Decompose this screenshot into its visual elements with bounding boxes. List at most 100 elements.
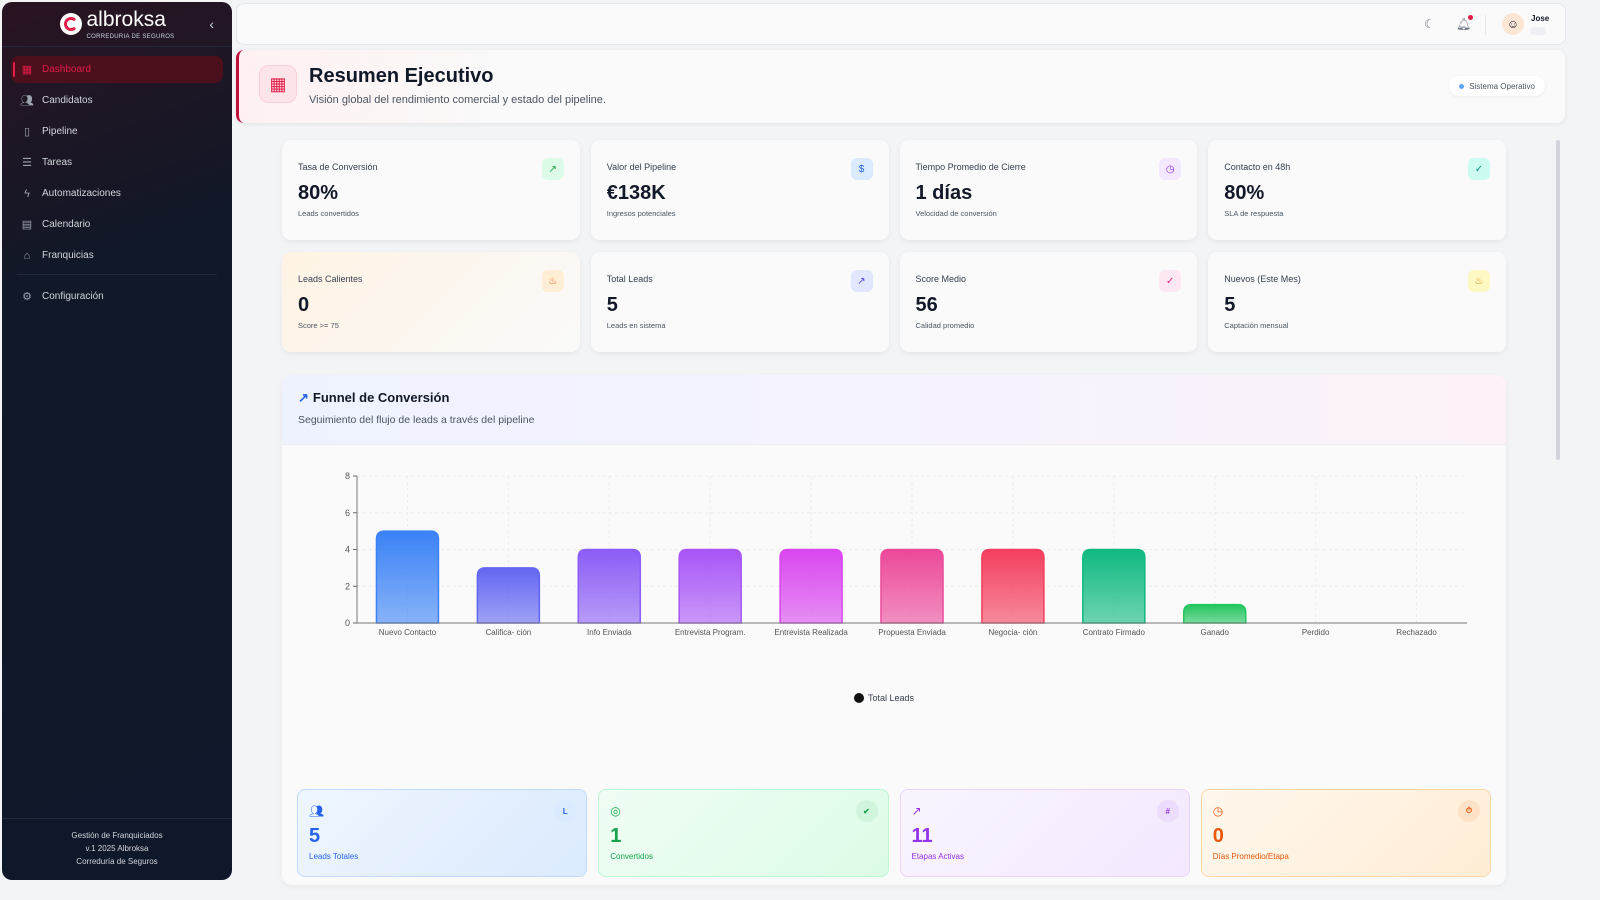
y-tick-label: 6 bbox=[345, 508, 350, 518]
sidebar-item-calendario[interactable]: ▤ Calendario bbox=[11, 211, 223, 238]
sidebar-item-franquicias[interactable]: ⌂ Franquicias bbox=[11, 242, 223, 269]
kpi-label: Tiempo Promedio de Cierre bbox=[915, 162, 1026, 172]
footer-line: Gestión de Franquiciados bbox=[71, 831, 163, 840]
kpi-value: 80% bbox=[1224, 182, 1265, 204]
y-tick-label: 8 bbox=[345, 471, 350, 481]
bar[interactable] bbox=[779, 548, 843, 624]
stat-label: Leads Totales bbox=[309, 852, 359, 861]
x-tick-label: Perdido bbox=[1302, 628, 1330, 637]
topbar: ☾ 🔔︎ ☺ Jose bbox=[236, 3, 1566, 45]
brand-name: albroksa bbox=[86, 7, 166, 31]
bar[interactable] bbox=[375, 530, 440, 624]
kpi-label: Tasa de Conversión bbox=[298, 162, 378, 172]
stat-badge: # bbox=[1156, 800, 1179, 822]
y-tick-label: 2 bbox=[345, 581, 350, 591]
calendar-icon: ▤ bbox=[21, 219, 33, 231]
x-tick-label: Ganado bbox=[1200, 628, 1229, 637]
status-dot-icon bbox=[1459, 83, 1465, 89]
sidebar-item-label: Automatizaciones bbox=[42, 188, 121, 199]
sidebar-footer: Gestión de Franquiciados v.1 2025 Albrok… bbox=[2, 818, 232, 880]
bar[interactable] bbox=[678, 548, 742, 624]
bar[interactable] bbox=[1082, 548, 1146, 624]
collapse-sidebar-icon[interactable]: ‹ bbox=[209, 16, 214, 32]
flame-icon: ♨ bbox=[1468, 270, 1490, 292]
sidebar: albroksa CORREDURIA DE SEGUROS ‹ ▦ Dashbo… bbox=[2, 2, 232, 880]
gear-icon: ⚙ bbox=[22, 291, 32, 303]
page-subtitle: Visión global del rendimiento comercial … bbox=[309, 94, 606, 106]
bar[interactable] bbox=[476, 567, 541, 624]
sidebar-item-label: Dashboard bbox=[42, 64, 91, 75]
brand-tagline: CORREDURIA DE SEGUROS bbox=[86, 33, 175, 40]
y-tick-label: 4 bbox=[345, 545, 350, 555]
sidebar-item-label: Franquicias bbox=[42, 250, 94, 261]
divider bbox=[1485, 15, 1486, 35]
kpi-label: Score Medio bbox=[915, 274, 967, 284]
page-header: ▦ Resumen Ejecutivo Visión global del re… bbox=[236, 50, 1565, 123]
bell-icon[interactable]: 🔔︎ bbox=[1456, 15, 1474, 31]
kpi-card: Total Leads 5 Leads en sistema ↗ bbox=[590, 252, 889, 352]
x-tick-label: Entrevista Program. bbox=[675, 628, 746, 637]
avatar[interactable]: ☺ bbox=[1502, 13, 1524, 35]
sidebar-item-label: Configuración bbox=[42, 291, 104, 302]
target-icon: ◎ bbox=[610, 804, 621, 818]
stats-grid: 👥︎ L 5 Leads Totales ◎ ✔ 1 Convertidos ↗ #11 Etapa… bbox=[297, 789, 1491, 877]
bar[interactable] bbox=[981, 548, 1045, 624]
legend-label: Total Leads bbox=[868, 693, 915, 703]
bar[interactable] bbox=[1182, 603, 1247, 624]
stat-value: 1 bbox=[610, 825, 622, 847]
dollar-icon: $ bbox=[850, 158, 873, 180]
kpi-value: 56 bbox=[915, 294, 938, 316]
sidebar-item-candidatos[interactable]: 👥︎ Candidatos bbox=[11, 87, 223, 114]
stat-label: Días Promedio/Etapa bbox=[1212, 852, 1289, 861]
sidebar-item-pipeline[interactable]: ▯ Pipeline bbox=[11, 118, 223, 145]
stat-badge: ⏱ bbox=[1458, 800, 1480, 822]
bolt-icon: ϟ bbox=[24, 187, 30, 200]
kpi-subtitle: Leads convertidos bbox=[298, 209, 359, 218]
kpi-card: Valor del Pipeline €138K Ingresos potencia… bbox=[590, 140, 889, 240]
status-text: Sistema Operativo bbox=[1469, 81, 1535, 91]
bar[interactable] bbox=[880, 548, 944, 624]
kpi-value: 5 bbox=[606, 294, 618, 316]
user-name[interactable]: Jose bbox=[1531, 14, 1550, 23]
funnel-card: ↗ Funnel de Conversión Seguimiento del fl… bbox=[282, 375, 1506, 885]
summary-stat-card: ◷ ⏱ 0 Días Promedio/Etapa bbox=[1200, 789, 1491, 877]
funnel-title: ↗ Funnel de Conversión bbox=[298, 390, 450, 405]
y-tick-label: 0 bbox=[345, 618, 350, 628]
clock-icon: ◷ bbox=[1159, 158, 1182, 180]
check-circle-icon: ✓ bbox=[1468, 158, 1490, 180]
scrollbar-thumb[interactable] bbox=[1556, 140, 1560, 460]
kpi-label: Contacto en 48h bbox=[1224, 162, 1291, 172]
stat-badge: ✔ bbox=[855, 800, 878, 822]
sidebar-item-dashboard[interactable]: ▦ Dashboard bbox=[11, 56, 223, 83]
x-tick-label: Califica- ción bbox=[485, 628, 531, 637]
sidebar-item-label: Candidatos bbox=[42, 95, 93, 106]
notification-dot bbox=[1468, 15, 1474, 20]
kpi-subtitle: Score >= 75 bbox=[298, 321, 339, 330]
kpi-card: Tiempo Promedio de Cierre 1 días Velocidad… bbox=[899, 140, 1198, 240]
stat-label: Convertidos bbox=[610, 852, 653, 861]
page-title: Resumen Ejecutivo bbox=[309, 65, 494, 87]
sidebar-item-label: Calendario bbox=[42, 219, 91, 230]
kpi-value: 1 días bbox=[915, 182, 973, 204]
chart-legend[interactable]: Total Leads bbox=[854, 693, 914, 703]
kpi-label: Valor del Pipeline bbox=[606, 162, 677, 172]
users-icon: 👥︎ bbox=[309, 804, 325, 818]
legend-dot-icon bbox=[854, 693, 864, 703]
sidebar-item-configuracion[interactable]: ⚙ Configuración bbox=[11, 283, 223, 310]
bar[interactable] bbox=[577, 548, 642, 624]
summary-stat-card: ◎ ✔ 1 Convertidos bbox=[598, 789, 889, 877]
scrollbar[interactable] bbox=[1555, 130, 1561, 870]
stat-label: Etapas Activas bbox=[911, 852, 964, 861]
store-icon: ⌂ bbox=[23, 249, 31, 262]
stat-value: 11 bbox=[911, 825, 933, 847]
sidebar-nav: ▦ Dashboard 👥︎ Candidatos ▯ Pipeline ☰ Tareas ϟ A… bbox=[2, 47, 232, 323]
footer-line: Correduría de Seguros bbox=[76, 857, 158, 866]
brand-logo: albroksa CORREDURIA DE SEGUROS ‹ bbox=[2, 2, 232, 47]
moon-icon[interactable]: ☾ bbox=[1424, 17, 1435, 31]
columns-icon: ▯ bbox=[23, 126, 31, 138]
x-tick-label: Nuevo Contacto bbox=[379, 628, 437, 637]
kpi-label: Leads Calientes bbox=[298, 274, 363, 284]
dashboard-icon: ▦ bbox=[259, 65, 297, 103]
sidebar-item-automatizaciones[interactable]: ϟ Automatizaciones bbox=[11, 180, 223, 207]
sidebar-item-tareas[interactable]: ☰ Tareas bbox=[11, 149, 223, 176]
